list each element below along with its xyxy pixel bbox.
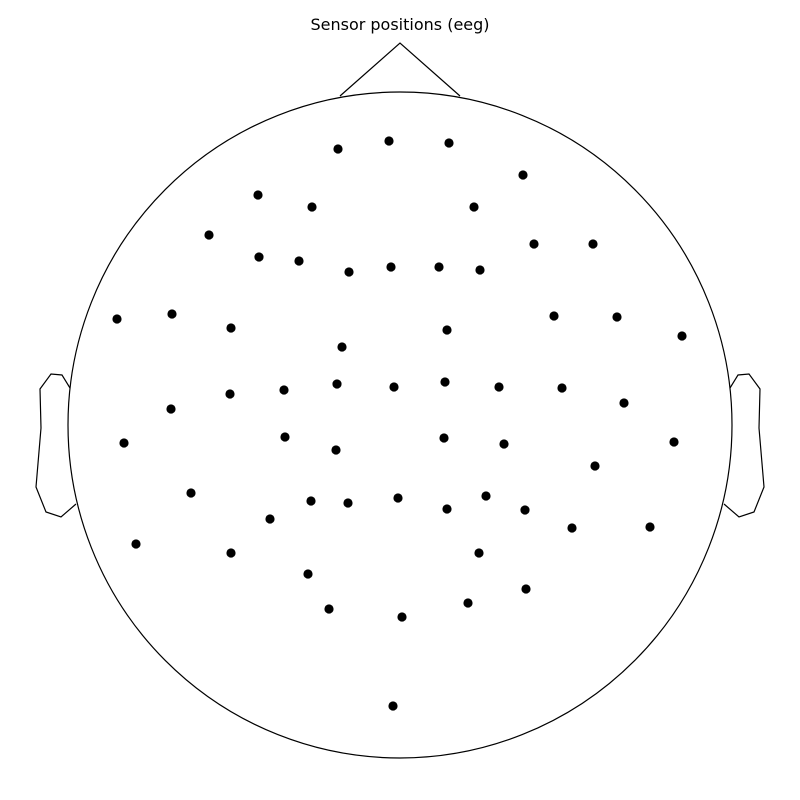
sensor-point [474,548,484,558]
sensor-point [226,548,236,558]
right-ear-outline [723,373,765,518]
sensor-point [265,514,275,524]
sensor-point [167,309,177,319]
sensor-point [254,252,264,262]
sensor-point [279,385,289,395]
left-ear-outline [35,373,77,518]
sensor-point [518,170,528,180]
sensor-point [332,379,342,389]
sensor-point [440,377,450,387]
sensor-point [324,604,334,614]
sensor-point [557,383,567,393]
sensor-point [549,311,559,321]
sensor-point [439,433,449,443]
sensor-point [567,523,577,533]
sensor-markers [112,136,687,711]
sensor-point [393,493,403,503]
sensor-point [384,136,394,146]
sensor-point [306,496,316,506]
sensor-point [112,314,122,324]
chart-title: Sensor positions (eeg) [310,15,489,34]
sensor-point [499,439,509,449]
sensor-point [434,262,444,272]
sensor-point [333,144,343,154]
head-outline [35,42,765,759]
nose-outline [339,42,461,97]
sensor-point [294,256,304,266]
sensor-point [442,504,452,514]
sensor-point [166,404,176,414]
head-circle [67,91,733,759]
sensor-point [343,498,353,508]
sensor-point [529,239,539,249]
sensor-point [280,432,290,442]
sensor-point [131,539,141,549]
sensor-point [588,239,598,249]
sensor-point [645,522,655,532]
sensor-point [388,701,398,711]
sensor-point [204,230,214,240]
sensor-point [463,598,473,608]
sensor-point [225,389,235,399]
sensor-point [677,331,687,341]
sensor-point [344,267,354,277]
sensor-point [521,584,531,594]
sensor-point [442,325,452,335]
sensor-point [469,202,479,212]
sensor-point [119,438,129,448]
sensor-point [669,437,679,447]
sensor-point [253,190,263,200]
sensor-point [494,382,504,392]
sensor-point [475,265,485,275]
sensor-point [619,398,629,408]
sensor-point [186,488,196,498]
sensor-point [226,323,236,333]
sensor-point [397,612,407,622]
sensor-point [386,262,396,272]
sensor-point [307,202,317,212]
sensor-point [337,342,347,352]
sensor-point [612,312,622,322]
sensor-point [520,505,530,515]
sensor-point [590,461,600,471]
sensor-point [444,138,454,148]
sensor-point [303,569,313,579]
sensor-point [481,491,491,501]
sensor-point [389,382,399,392]
sensor-point [331,445,341,455]
